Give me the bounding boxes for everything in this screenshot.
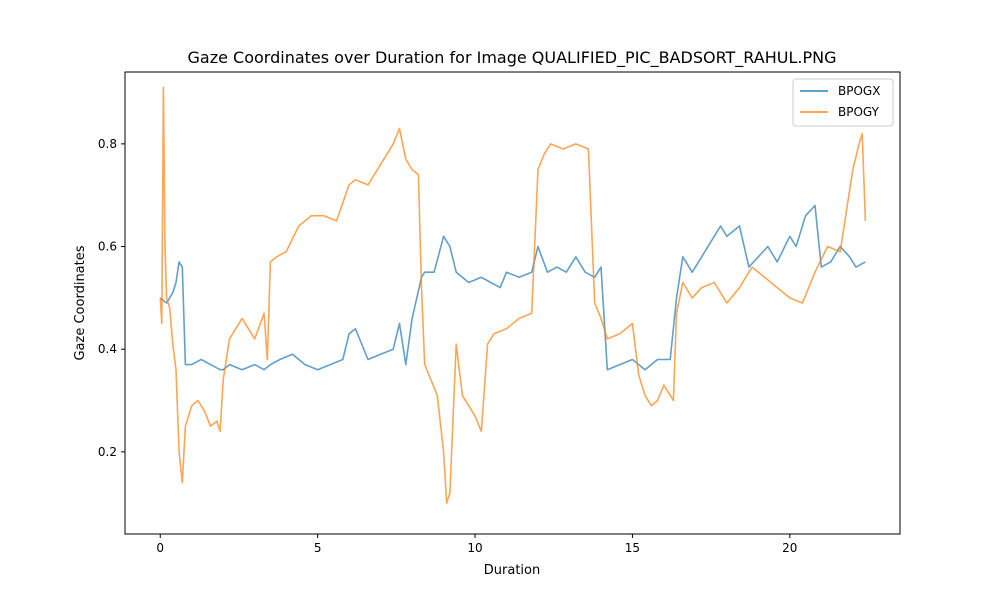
- x-tick-label: 5: [314, 541, 322, 555]
- series-line-bpogy: [159, 86, 867, 505]
- legend: BPOGX BPOGY: [792, 78, 894, 127]
- series-group: [159, 86, 867, 505]
- y-axis-ticks: 0.2 0.4 0.6 0.8: [98, 137, 125, 459]
- series-line-bpogx: [159, 204, 866, 371]
- legend-label-bpogy: BPOGY: [838, 105, 880, 119]
- chart-title: Gaze Coordinates over Duration for Image…: [188, 48, 837, 68]
- x-tick-label: 15: [625, 541, 640, 555]
- y-tick-label: 0.2: [98, 445, 117, 459]
- x-tick-label: 20: [782, 541, 797, 555]
- x-axis-ticks: 0 5 10 15 20: [156, 534, 797, 555]
- y-tick-label: 0.4: [98, 342, 117, 356]
- y-axis-label: Gaze Coordinates: [73, 245, 88, 360]
- y-tick-label: 0.6: [98, 240, 117, 254]
- y-tick-label: 0.8: [98, 137, 117, 151]
- axes-frame: [124, 71, 901, 535]
- x-tick-label: 10: [467, 541, 482, 555]
- x-axis-label: Duration: [484, 563, 540, 578]
- plot-area: 0 5 10 15 20 0.2 0.4 0.6 0.8: [98, 71, 901, 555]
- x-tick-label: 0: [156, 541, 164, 555]
- legend-label-bpogx: BPOGX: [838, 84, 880, 98]
